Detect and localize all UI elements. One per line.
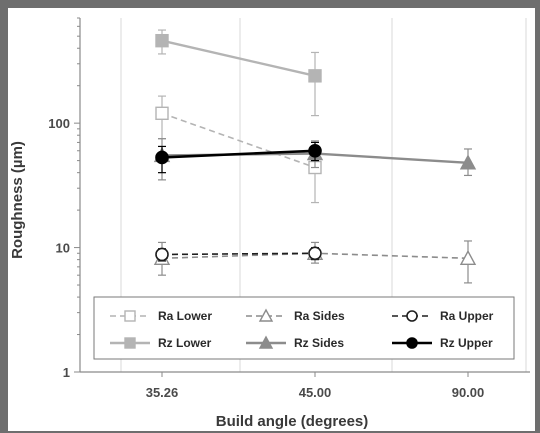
legend-swatch-marker	[258, 335, 274, 349]
rz-upper-point	[155, 150, 169, 165]
legend-item-ra-upper: Ra Upper	[392, 309, 494, 323]
legend-swatch-marker	[124, 310, 136, 322]
legend-swatch-marker	[124, 337, 136, 349]
legend-label: Ra Sides	[294, 309, 345, 323]
ra-sides-point	[459, 249, 477, 265]
ra-lower-line	[161, 112, 316, 169]
legend-label: Ra Upper	[440, 309, 494, 323]
x-tick-label: 35.26	[146, 385, 179, 400]
legend-item-ra-lower: Ra Lower	[110, 309, 212, 323]
legend-item-rz-upper: Rz Upper	[392, 336, 493, 350]
ra-upper-line	[161, 252, 316, 256]
series-ra-upper	[155, 246, 322, 262]
series-rz-upper	[155, 141, 322, 174]
rz-sides-point	[459, 154, 477, 170]
legend-swatch-marker	[406, 310, 418, 322]
legend-label: Rz Sides	[294, 336, 344, 350]
legend-label: Ra Lower	[158, 309, 212, 323]
x-tick-label: 45.00	[299, 385, 332, 400]
rz-lower-point	[308, 69, 322, 83]
legend-item-rz-sides: Rz Sides	[246, 335, 344, 350]
legend-swatch-marker	[406, 337, 418, 349]
legend-label: Rz Lower	[158, 336, 212, 350]
legend-item-ra-sides: Ra Sides	[246, 308, 345, 323]
y-tick-label: 100	[48, 116, 70, 131]
x-axis-title: Build angle (degrees)	[216, 413, 369, 430]
legend-box	[93, 296, 515, 360]
rz-upper-point	[308, 143, 322, 158]
series-rz-lower	[155, 29, 322, 117]
x-tick-label: 90.00	[452, 385, 485, 400]
rz-upper-line	[161, 149, 316, 159]
ra-upper-point	[308, 246, 322, 261]
y-tick-label: 1	[63, 365, 70, 380]
legend-swatch-marker	[258, 308, 274, 322]
legend-item-rz-lower: Rz Lower	[110, 336, 212, 350]
y-tick-label: 10	[56, 241, 70, 256]
y-axis-title: Roughness (µm)	[9, 141, 26, 259]
series-ra-lower	[155, 95, 322, 204]
rz-lower-line	[161, 39, 316, 78]
legend-label: Rz Upper	[440, 336, 493, 350]
ra-upper-point	[155, 247, 169, 262]
ra-lower-point	[155, 106, 169, 120]
rz-lower-point	[155, 33, 169, 48]
